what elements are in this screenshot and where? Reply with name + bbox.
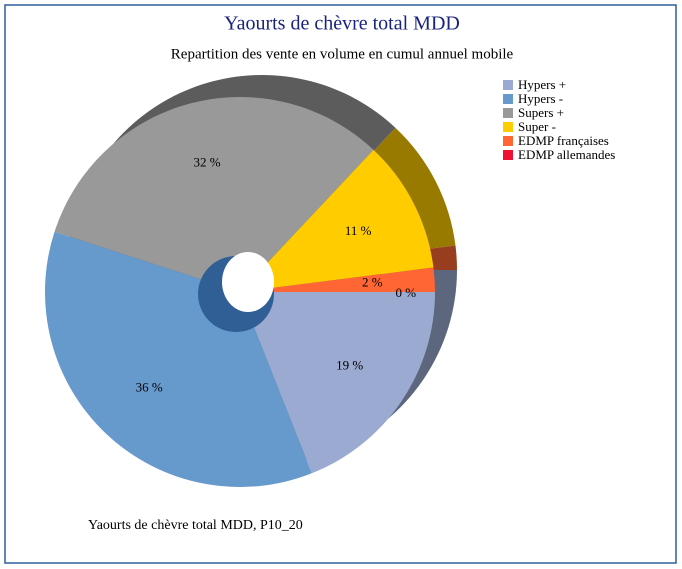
pie	[44, 96, 435, 488]
legend-swatch	[503, 80, 513, 90]
slice	[240, 267, 435, 292]
data-label: 36 %	[136, 380, 163, 395]
legend-label: Supers +	[518, 105, 564, 120]
chart-subtitle: Repartition des vente en volume en cumul…	[171, 46, 514, 62]
legend-swatch	[503, 94, 513, 104]
legend-label: EDMP allemandes	[518, 147, 615, 162]
legend-swatch	[503, 122, 513, 132]
footnote: Yaourts de chèvre total MDD, P10_20	[88, 518, 303, 533]
legend-swatch	[503, 136, 513, 146]
slice	[240, 149, 434, 292]
legend-swatch	[503, 108, 513, 118]
legend-label: EDMP françaises	[518, 133, 609, 148]
data-label: 19 %	[336, 358, 363, 373]
legend-label: Hypers +	[518, 77, 566, 92]
slice	[44, 231, 312, 488]
data-label: 2 %	[362, 275, 383, 290]
data-label: 11 %	[345, 223, 372, 238]
chart-title: Yaourts de chèvre total MDD	[224, 13, 460, 35]
legend-swatch	[503, 150, 513, 160]
legend-label: Super -	[518, 119, 556, 134]
slice	[54, 96, 374, 292]
data-label: 0 %	[395, 285, 416, 300]
pie-hole	[222, 252, 274, 312]
legend-label: Hypers -	[518, 91, 563, 106]
slice	[240, 292, 435, 474]
data-label: 32 %	[193, 155, 220, 170]
